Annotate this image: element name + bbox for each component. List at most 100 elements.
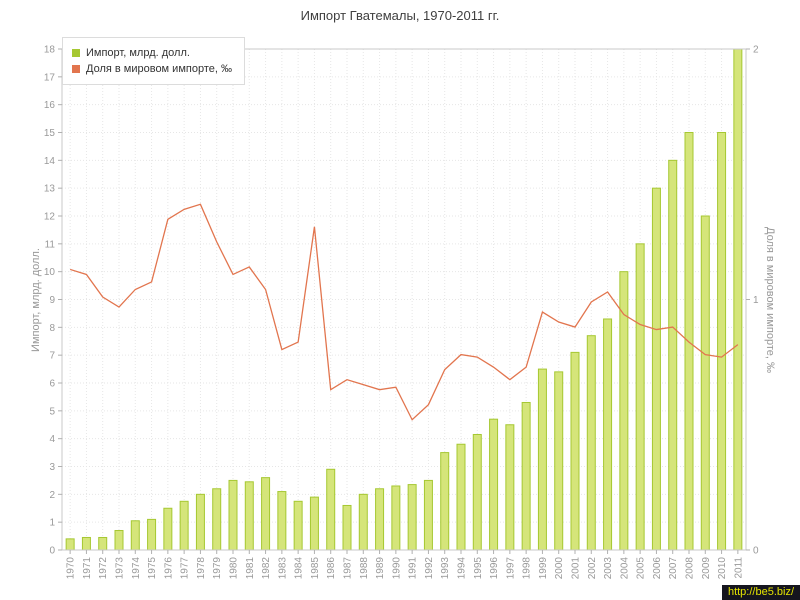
x-axis-tick-label: 2007 xyxy=(668,557,679,580)
world-share-series-swatch-icon xyxy=(72,65,80,73)
bar-2000 xyxy=(554,371,564,551)
x-axis-tick-label: 2005 xyxy=(636,557,647,580)
x-axis-tick-label: 1988 xyxy=(359,557,370,580)
bar-1989 xyxy=(375,488,385,551)
bar-1984 xyxy=(293,500,303,551)
left-axis-tick-label: 16 xyxy=(44,100,56,111)
x-axis-tick-label: 1976 xyxy=(163,557,174,580)
bar-1976 xyxy=(163,507,173,551)
bar-1979 xyxy=(212,488,222,551)
left-axis-tick-label: 13 xyxy=(44,184,56,195)
x-axis-tick-label: 1980 xyxy=(229,557,240,580)
bar-2009 xyxy=(700,215,710,551)
left-axis-tick-label: 6 xyxy=(49,379,55,390)
bar-1983 xyxy=(277,491,287,551)
left-axis-tick-label: 18 xyxy=(44,45,56,56)
left-axis-tick-label: 1 xyxy=(49,518,55,529)
bar-1994 xyxy=(456,443,466,551)
x-axis-tick-label: 1977 xyxy=(180,557,191,580)
x-axis-tick-label: 1998 xyxy=(522,557,533,580)
x-axis-tick-label: 2011 xyxy=(733,557,744,579)
x-axis-tick-label: 1989 xyxy=(375,557,386,580)
left-axis-tick-label: 2 xyxy=(49,490,55,501)
right-axis-tick-label: 2 xyxy=(753,45,759,56)
bar-1995 xyxy=(472,433,482,551)
left-axis-tick-label: 9 xyxy=(49,295,55,306)
bar-2005 xyxy=(635,243,645,551)
left-axis-tick-label: 15 xyxy=(44,128,56,139)
x-axis-tick-label: 1986 xyxy=(326,557,337,580)
left-axis-tick-label: 5 xyxy=(49,406,55,417)
x-axis-tick-label: 1999 xyxy=(538,557,549,580)
x-axis-tick-label: 1970 xyxy=(66,557,77,580)
bar-1973 xyxy=(114,530,124,551)
bar-1985 xyxy=(309,496,319,551)
bar-1998 xyxy=(521,401,531,551)
bar-1986 xyxy=(326,468,336,551)
x-axis-tick-label: 1974 xyxy=(131,557,142,580)
x-axis-tick-label: 1984 xyxy=(294,557,305,580)
world-share-line xyxy=(69,203,739,421)
x-axis-tick-label: 1978 xyxy=(196,557,207,580)
bar-2010 xyxy=(717,132,727,551)
left-axis-tick-label: 3 xyxy=(49,462,55,473)
right-axis-tick-label: 1 xyxy=(753,295,759,306)
watermark-link[interactable]: http://be5.biz/ xyxy=(721,585,800,600)
x-axis-tick-label: 2006 xyxy=(652,557,663,580)
x-axis-tick-label: 2008 xyxy=(685,557,696,580)
bar-2002 xyxy=(586,335,596,551)
left-axis-title: Импорт, млрд. долл. xyxy=(30,248,42,352)
x-axis-tick-label: 2002 xyxy=(587,557,598,580)
bar-1996 xyxy=(489,418,499,551)
bar-1980 xyxy=(228,479,238,551)
bar-1997 xyxy=(505,424,515,551)
bar-1987 xyxy=(342,504,352,551)
bar-2011 xyxy=(733,48,743,551)
bar-1975 xyxy=(147,518,157,551)
bar-1988 xyxy=(358,493,368,551)
x-axis-tick-label: 1975 xyxy=(147,557,158,580)
x-axis-tick-label: 1979 xyxy=(212,557,223,580)
left-axis-tick-label: 8 xyxy=(49,323,55,334)
bar-1970 xyxy=(65,538,75,551)
left-axis-tick-label: 0 xyxy=(49,546,55,557)
x-axis-tick-label: 1997 xyxy=(505,557,516,580)
legend-item-imports[interactable]: Импорт, млрд. долл. xyxy=(72,45,232,61)
left-axis-tick-label: 4 xyxy=(49,434,55,445)
legend: Импорт, млрд. долл. Доля в мировом импор… xyxy=(62,37,245,85)
x-axis-tick-label: 1985 xyxy=(310,557,321,580)
bar-1972 xyxy=(98,536,108,551)
x-axis-tick-label: 2004 xyxy=(619,557,630,580)
left-axis-tick-label: 14 xyxy=(44,156,56,167)
bar-2004 xyxy=(619,271,629,551)
x-axis-tick-label: 1992 xyxy=(424,557,435,580)
bar-2006 xyxy=(651,187,661,551)
x-axis-tick-label: 2009 xyxy=(701,557,712,580)
bar-2003 xyxy=(603,318,613,551)
x-axis-tick-label: 1994 xyxy=(457,557,468,580)
bar-1991 xyxy=(407,484,417,551)
x-axis-tick-label: 1981 xyxy=(245,557,256,580)
x-axis-tick-label: 1983 xyxy=(277,557,288,580)
bar-1981 xyxy=(244,481,254,551)
left-axis-tick-label: 11 xyxy=(45,239,56,250)
bar-1999 xyxy=(537,368,547,551)
legend-label-world-share: Доля в мировом импорте, ‰ xyxy=(86,63,232,75)
bar-1990 xyxy=(391,485,401,551)
x-axis-tick-label: 1971 xyxy=(82,557,93,580)
x-axis-tick-label: 1993 xyxy=(440,557,451,580)
bar-2007 xyxy=(668,159,678,551)
bar-1971 xyxy=(81,536,91,551)
bar-1992 xyxy=(423,479,433,551)
bar-1978 xyxy=(195,493,205,551)
right-axis-tick-label: 0 xyxy=(753,546,759,557)
legend-label-imports: Импорт, млрд. долл. xyxy=(86,47,190,59)
imports-series-swatch-icon xyxy=(72,49,80,57)
x-axis-tick-label: 1982 xyxy=(261,557,272,580)
x-axis-tick-label: 2010 xyxy=(717,557,728,580)
x-axis-tick-label: 1973 xyxy=(115,557,126,580)
x-axis-tick-label: 1995 xyxy=(473,557,484,580)
legend-item-world-share[interactable]: Доля в мировом импорте, ‰ xyxy=(72,61,232,77)
